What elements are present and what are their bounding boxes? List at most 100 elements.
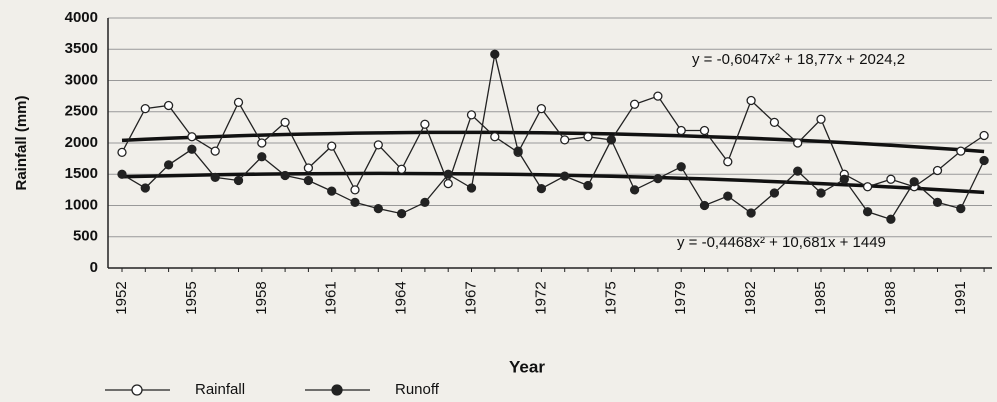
point xyxy=(653,173,663,184)
legend-label: Rainfall xyxy=(195,381,245,398)
point xyxy=(210,172,220,183)
point xyxy=(280,170,290,181)
x-tick-label: 1958 xyxy=(253,281,270,314)
legend-marker xyxy=(331,384,343,396)
point xyxy=(560,135,570,145)
point xyxy=(327,186,337,196)
y-tick-label: 3000 xyxy=(65,71,98,88)
point xyxy=(373,203,383,214)
y-axis-title: Rainfall (mm) xyxy=(13,95,30,190)
x-axis-title: Year xyxy=(509,357,545,376)
point xyxy=(746,95,756,106)
point xyxy=(793,166,803,176)
point xyxy=(932,165,943,176)
point xyxy=(862,182,873,192)
point xyxy=(956,146,966,156)
trend-equation: y = -0,4468x² + 10,681x + 1449 xyxy=(677,234,886,251)
x-tick-label: 1991 xyxy=(952,281,969,314)
point xyxy=(536,183,547,194)
point xyxy=(443,178,453,189)
point xyxy=(723,191,733,201)
x-tick-label: 1967 xyxy=(462,281,479,314)
y-tick-label: 2500 xyxy=(65,103,98,120)
point xyxy=(862,207,873,217)
point xyxy=(396,164,407,174)
point xyxy=(443,169,453,179)
point xyxy=(676,125,686,136)
point xyxy=(420,119,430,129)
point xyxy=(257,138,267,148)
point xyxy=(233,97,244,108)
y-tick-label: 1500 xyxy=(65,165,98,182)
point xyxy=(909,177,919,187)
point xyxy=(536,103,547,114)
point xyxy=(350,197,360,208)
point xyxy=(932,197,943,208)
point xyxy=(723,157,733,167)
point xyxy=(886,174,896,184)
point xyxy=(746,208,756,218)
x-tick-label: 1988 xyxy=(882,281,899,314)
legend-marker xyxy=(131,384,143,396)
point xyxy=(490,49,500,59)
point xyxy=(420,197,430,208)
point xyxy=(816,188,826,198)
point xyxy=(629,185,640,195)
point xyxy=(303,175,314,186)
x-tick-label: 1982 xyxy=(742,281,759,314)
point xyxy=(583,180,593,191)
point xyxy=(280,117,290,128)
y-tick-label: 500 xyxy=(73,228,98,245)
point xyxy=(163,100,174,111)
series-line xyxy=(121,95,985,192)
point xyxy=(979,155,989,166)
point xyxy=(839,174,849,184)
point xyxy=(979,130,989,141)
x-tick-label: 1985 xyxy=(812,281,829,314)
point xyxy=(327,141,337,151)
y-tick-label: 0 xyxy=(90,259,98,276)
point xyxy=(210,146,220,156)
point xyxy=(117,169,127,179)
point xyxy=(629,99,640,109)
x-tick-label: 1979 xyxy=(672,281,689,314)
point xyxy=(163,160,174,170)
y-tick-label: 3500 xyxy=(65,40,98,57)
y-tick-label: 1000 xyxy=(65,196,98,213)
point xyxy=(187,132,197,142)
point xyxy=(373,140,383,150)
point xyxy=(466,183,477,193)
x-tick-label: 1972 xyxy=(532,281,549,314)
x-tick-label: 1955 xyxy=(183,281,200,314)
x-tick-label: 1975 xyxy=(602,281,619,314)
y-tick-label: 4000 xyxy=(65,9,98,26)
point xyxy=(583,132,593,142)
point xyxy=(233,175,244,186)
point xyxy=(257,152,267,162)
point xyxy=(117,147,127,158)
point xyxy=(490,132,500,142)
point xyxy=(769,117,780,128)
point xyxy=(140,103,150,114)
point xyxy=(466,110,477,120)
point xyxy=(303,163,314,173)
y-tick-label: 2000 xyxy=(65,134,98,151)
point xyxy=(816,114,826,124)
point xyxy=(187,144,197,154)
point xyxy=(699,125,710,136)
point xyxy=(350,185,360,195)
x-tick-label: 1961 xyxy=(323,281,340,314)
point xyxy=(606,135,616,145)
point xyxy=(793,138,803,148)
x-tick-label: 1964 xyxy=(393,281,410,314)
trend-line xyxy=(121,171,985,195)
point xyxy=(956,203,966,214)
point xyxy=(653,91,663,101)
point xyxy=(560,171,570,181)
point xyxy=(886,214,896,224)
trend-line xyxy=(121,130,985,154)
point xyxy=(676,162,686,172)
point xyxy=(699,200,710,211)
point xyxy=(769,188,780,198)
